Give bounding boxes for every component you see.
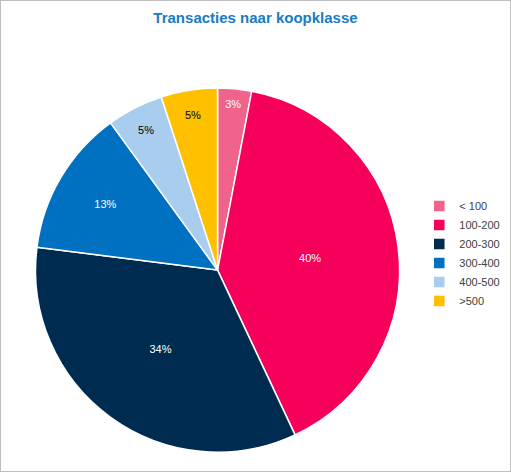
svg-text:5%: 5% <box>185 109 201 121</box>
svg-text:200-300: 200-300 <box>459 238 499 250</box>
svg-text:5%: 5% <box>138 124 154 136</box>
svg-text:34%: 34% <box>149 343 171 355</box>
svg-text:400-500: 400-500 <box>459 276 499 288</box>
svg-text:< 100: < 100 <box>459 200 487 212</box>
svg-text:100-200: 100-200 <box>459 219 499 231</box>
svg-text:Transacties naar koopklasse: Transacties naar koopklasse <box>153 9 357 26</box>
svg-text:13%: 13% <box>94 198 116 210</box>
svg-text:40%: 40% <box>299 252 321 264</box>
svg-text:>500: >500 <box>459 295 484 307</box>
svg-text:3%: 3% <box>225 98 241 110</box>
svg-text:300-400: 300-400 <box>459 257 499 269</box>
